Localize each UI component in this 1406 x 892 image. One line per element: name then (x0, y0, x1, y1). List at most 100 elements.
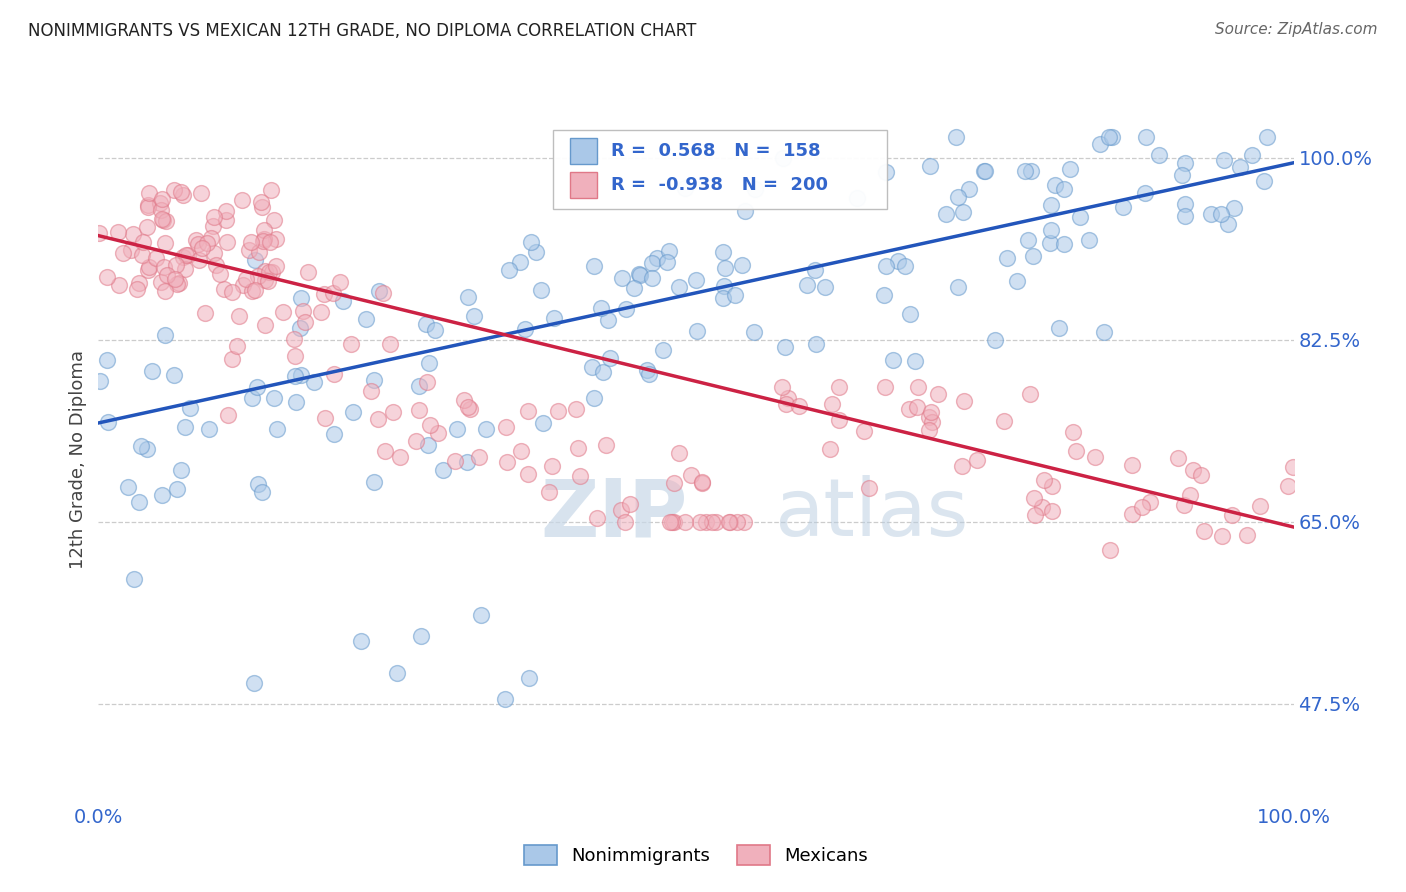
Point (138, 186, 160, 200)
Point (517, 467, 540, 482)
Point (312, 287, 335, 301)
Point (457, 290, 479, 304)
Point (145, 251, 167, 265)
Point (458, 401, 481, 416)
Point (122, 227, 145, 241)
Point (262, 265, 284, 279)
Point (1069, 211, 1091, 225)
Point (127, 282, 149, 296)
Point (259, 183, 281, 197)
Point (197, 422, 219, 436)
Point (141, 364, 163, 378)
Point (283, 332, 305, 346)
Point (661, 515, 683, 529)
Point (540, 458, 562, 473)
Point (1216, 217, 1239, 231)
Point (623, 280, 645, 294)
Point (537, 485, 560, 500)
Point (322, 286, 344, 301)
Point (530, 283, 553, 297)
Point (217, 409, 239, 423)
Point (713, 278, 735, 293)
Point (264, 232, 287, 246)
Point (533, 416, 555, 430)
Point (456, 455, 478, 469)
Point (711, 244, 734, 259)
Point (927, 386, 949, 401)
Point (498, 263, 520, 277)
Point (329, 275, 352, 289)
Point (246, 477, 269, 491)
Point (284, 369, 307, 384)
Point (1053, 237, 1076, 252)
Point (405, 434, 427, 449)
Point (263, 392, 285, 406)
Point (202, 211, 225, 225)
Point (1139, 495, 1161, 509)
Point (903, 354, 925, 368)
Point (731, 258, 754, 272)
Point (432, 463, 454, 477)
Point (718, 515, 741, 529)
Point (668, 280, 690, 294)
Point (136, 197, 159, 211)
Point (770, 379, 793, 393)
Text: R =  -0.938   N =  200: R = -0.938 N = 200 (612, 177, 828, 194)
Point (613, 515, 636, 529)
Point (243, 252, 266, 267)
Point (516, 404, 538, 418)
Point (725, 515, 748, 529)
Point (957, 181, 980, 195)
Point (166, 277, 188, 291)
Point (240, 284, 263, 298)
FancyBboxPatch shape (553, 129, 887, 209)
Point (246, 380, 269, 394)
Point (263, 213, 285, 227)
Point (426, 425, 449, 440)
Point (288, 321, 311, 335)
Point (163, 368, 186, 383)
Point (1236, 528, 1258, 542)
Point (124, 572, 146, 586)
Point (689, 515, 711, 529)
Point (821, 396, 844, 410)
Point (845, 191, 868, 205)
Point (714, 260, 737, 275)
Point (1098, 543, 1121, 558)
Point (1249, 500, 1271, 514)
Point (1018, 386, 1040, 401)
Point (827, 413, 849, 427)
Point (136, 200, 159, 214)
Point (240, 391, 263, 405)
Point (323, 426, 346, 441)
Point (284, 349, 307, 363)
Point (1173, 498, 1195, 512)
Point (567, 441, 589, 455)
Point (408, 402, 430, 417)
Point (704, 515, 727, 529)
Point (166, 482, 188, 496)
Point (228, 310, 250, 324)
Legend: Nonimmigrants, Mexicans: Nonimmigrants, Mexicans (513, 834, 879, 876)
Point (238, 243, 260, 257)
Point (918, 423, 941, 437)
Point (596, 313, 619, 327)
Point (775, 340, 797, 354)
Point (599, 351, 621, 365)
Point (614, 302, 637, 317)
Point (547, 404, 569, 418)
Point (153, 260, 176, 274)
Point (935, 207, 957, 221)
Point (1019, 164, 1042, 178)
Point (920, 405, 942, 419)
Text: ZIP: ZIP (540, 475, 688, 553)
Point (363, 475, 385, 489)
Point (128, 276, 150, 290)
Point (259, 235, 281, 250)
Point (252, 201, 274, 215)
Point (208, 267, 231, 281)
Point (149, 196, 172, 211)
Point (129, 439, 152, 453)
Point (776, 392, 799, 406)
Point (1111, 200, 1133, 214)
